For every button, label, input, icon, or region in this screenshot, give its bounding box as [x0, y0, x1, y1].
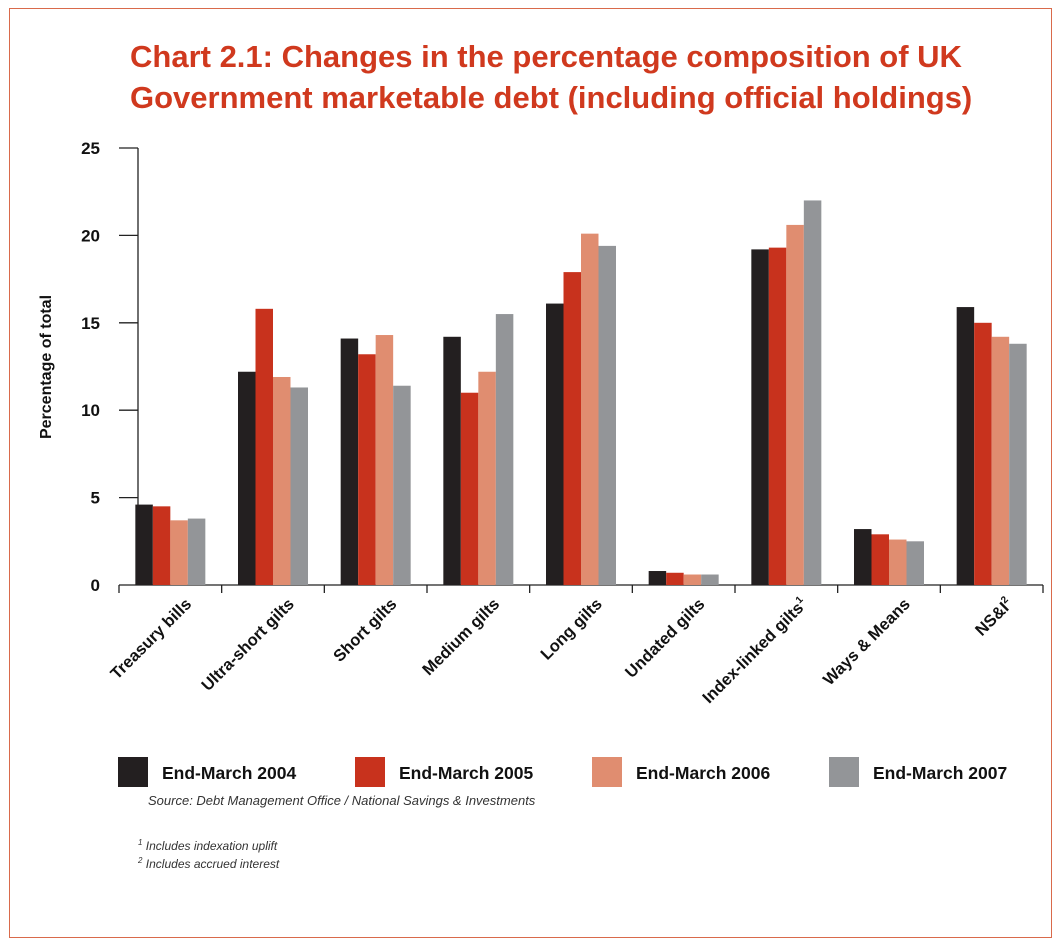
- bar: [393, 385, 411, 585]
- bar: [170, 520, 188, 585]
- x-tick-label-text: Undated gilts: [622, 595, 709, 682]
- bar: [375, 335, 394, 585]
- bar: [768, 247, 787, 586]
- y-tick-label: 5: [91, 489, 100, 508]
- bar: [135, 504, 153, 585]
- x-tick-label: Index-linked gilts1: [698, 594, 811, 707]
- bar: [460, 392, 479, 585]
- chart-title: Chart 2.1: Changes in the percentage com…: [130, 36, 1030, 118]
- bar: [889, 539, 907, 585]
- x-tick-label-text: Long gilts: [537, 595, 605, 663]
- bar: [1009, 343, 1027, 585]
- footnote-1: 1 Includes indexation uplift: [138, 838, 277, 853]
- chart-frame: [9, 8, 1052, 938]
- footnote-1-marker: 1: [138, 838, 143, 847]
- bar: [443, 336, 461, 585]
- legend-swatch: [118, 757, 148, 787]
- x-tick-label: Ways & Means: [820, 595, 914, 689]
- x-tick-label: Long gilts: [537, 595, 605, 663]
- legend-label: End-March 2006: [636, 763, 770, 783]
- chart-title-line-2: Government marketable debt (including of…: [130, 80, 973, 115]
- bar: [255, 308, 273, 585]
- x-tick-label: Ultra-short gilts: [198, 595, 298, 695]
- bar: [273, 376, 291, 585]
- bar: [854, 529, 872, 585]
- x-tick-label: Short gilts: [330, 595, 400, 665]
- bar: [751, 249, 769, 585]
- legend-swatch: [355, 757, 385, 787]
- footnote-2: 2 Includes accrued interest: [138, 856, 279, 871]
- x-tick-label-text: Index-linked gilts: [699, 599, 807, 707]
- footnote-2-marker: 2: [138, 856, 143, 865]
- x-tick-label: NS&I2: [971, 594, 1017, 640]
- footnote-1-text: Includes indexation uplift: [145, 839, 278, 853]
- bar: [991, 336, 1010, 585]
- bar: [563, 272, 581, 585]
- x-tick-label-text: Treasury bills: [107, 595, 195, 683]
- x-tick-label: Medium gilts: [419, 595, 503, 679]
- bar: [581, 233, 599, 586]
- bar: [152, 506, 171, 585]
- bar: [803, 200, 822, 585]
- bar: [871, 534, 889, 585]
- bar: [974, 322, 992, 585]
- source-note: Source: Debt Management Office / Nationa…: [148, 793, 536, 808]
- x-tick-label: Treasury bills: [107, 595, 195, 683]
- bar: [648, 571, 667, 585]
- x-tick-label-text: Ways & Means: [820, 595, 914, 689]
- x-tick-label-text: Ultra-short gilts: [198, 595, 298, 695]
- bar: [478, 371, 496, 585]
- bar: [701, 574, 719, 585]
- bar: [956, 307, 975, 585]
- bar: [495, 314, 514, 585]
- bar: [598, 245, 616, 585]
- bar: [906, 541, 924, 585]
- y-axis-label: Percentage of total: [38, 295, 55, 439]
- legend-label: End-March 2005: [399, 763, 533, 783]
- x-tick-label-text: Short gilts: [330, 595, 400, 665]
- legend-swatch: [829, 757, 859, 787]
- bar: [786, 224, 804, 586]
- bar: [290, 387, 308, 585]
- bar: [340, 338, 359, 585]
- x-tick-label: Undated gilts: [622, 595, 709, 682]
- bar: [187, 518, 206, 585]
- bar: [358, 354, 376, 585]
- y-tick-label: 20: [81, 226, 100, 245]
- y-tick-label: 15: [81, 314, 100, 333]
- footnote-2-text: Includes accrued interest: [145, 857, 280, 871]
- legend-label: End-March 2004: [162, 763, 296, 783]
- legend-swatch: [592, 757, 622, 787]
- y-tick-label: 0: [91, 576, 100, 595]
- bar: [238, 371, 256, 585]
- y-tick-label: 25: [81, 139, 100, 158]
- x-tick-label-text: Medium gilts: [419, 595, 503, 679]
- y-tick-label: 10: [81, 401, 100, 420]
- chart-title-line-1: Chart 2.1: Changes in the percentage com…: [130, 39, 962, 74]
- bar: [666, 572, 684, 585]
- bar: [546, 303, 564, 585]
- bar: [683, 574, 702, 585]
- legend-label: End-March 2007: [873, 763, 1007, 783]
